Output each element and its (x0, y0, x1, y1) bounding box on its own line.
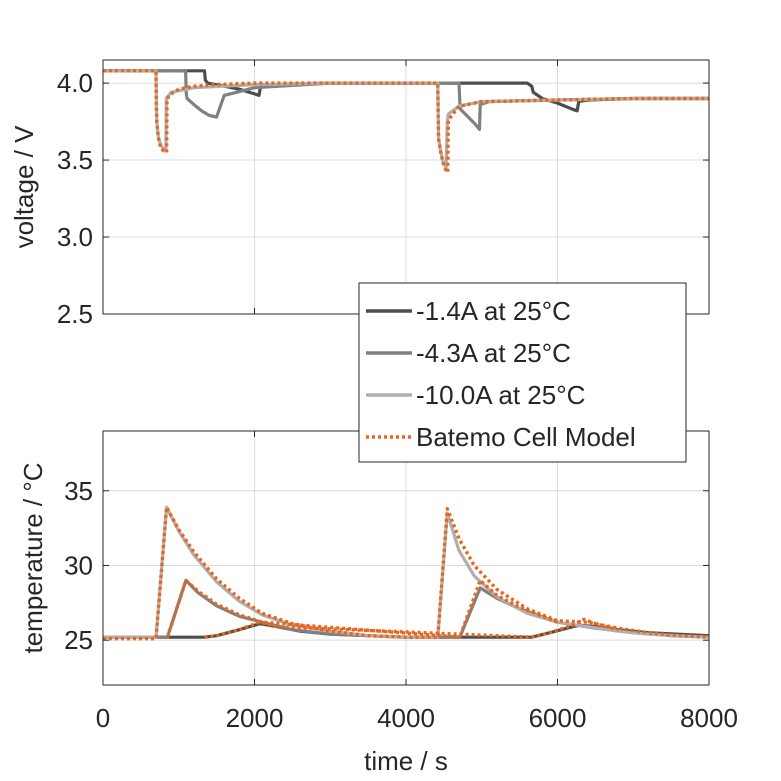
temperature-y-tick-label: 25 (64, 625, 93, 655)
temperature-series-line-3 (103, 505, 710, 641)
legend-items: -1.4A at 25°C -4.3A at 25°C -10.0A at 25°C… (366, 296, 636, 452)
temperature-y-axis-label: temperature / °C (18, 462, 48, 653)
voltage-y-tick-label: 4.0 (57, 68, 93, 98)
temperature-series (103, 505, 710, 641)
voltage-panel: 2.5 3.0 3.5 4.0 voltage / V (9, 59, 710, 329)
x-tick-label: 8000 (680, 703, 738, 733)
legend: -1.4A at 25°C -4.3A at 25°C -10.0A at 25°C… (358, 282, 687, 463)
voltage-y-tick-label: 2.5 (57, 299, 93, 329)
legend-label-1: -4.3A at 25°C (416, 338, 571, 368)
temperature-y-ticks: 25 30 35 (64, 431, 710, 685)
legend-box (358, 282, 687, 463)
voltage-y-tick-label: 3.5 (57, 145, 93, 175)
voltage-y-axis-label: voltage / V (9, 125, 39, 249)
temperature-x-ticks: 0 2000 4000 6000 8000 (96, 703, 738, 733)
x-tick-label: 4000 (377, 703, 435, 733)
x-tick-label: 2000 (226, 703, 284, 733)
x-axis-label: time / s (364, 746, 448, 776)
temperature-y-tick-label: 35 (64, 476, 93, 506)
legend-label-2: -10.0A at 25°C (416, 380, 585, 410)
x-tick-label: 6000 (529, 703, 587, 733)
legend-label-3: Batemo Cell Model (416, 422, 636, 452)
temperature-panel: 25 30 35 0 2000 4000 6000 8000 temperature / °… (18, 430, 738, 776)
voltage-y-ticks: 2.5 3.0 3.5 4.0 (57, 60, 710, 329)
legend-label-0: -1.4A at 25°C (416, 296, 571, 326)
voltage-series (103, 69, 709, 175)
x-tick-label: 0 (96, 703, 110, 733)
temperature-y-tick-label: 30 (64, 550, 93, 580)
voltage-y-tick-label: 3.0 (57, 222, 93, 252)
voltage-series-line-3 (103, 69, 709, 175)
temperature-series-line-5 (204, 617, 619, 639)
